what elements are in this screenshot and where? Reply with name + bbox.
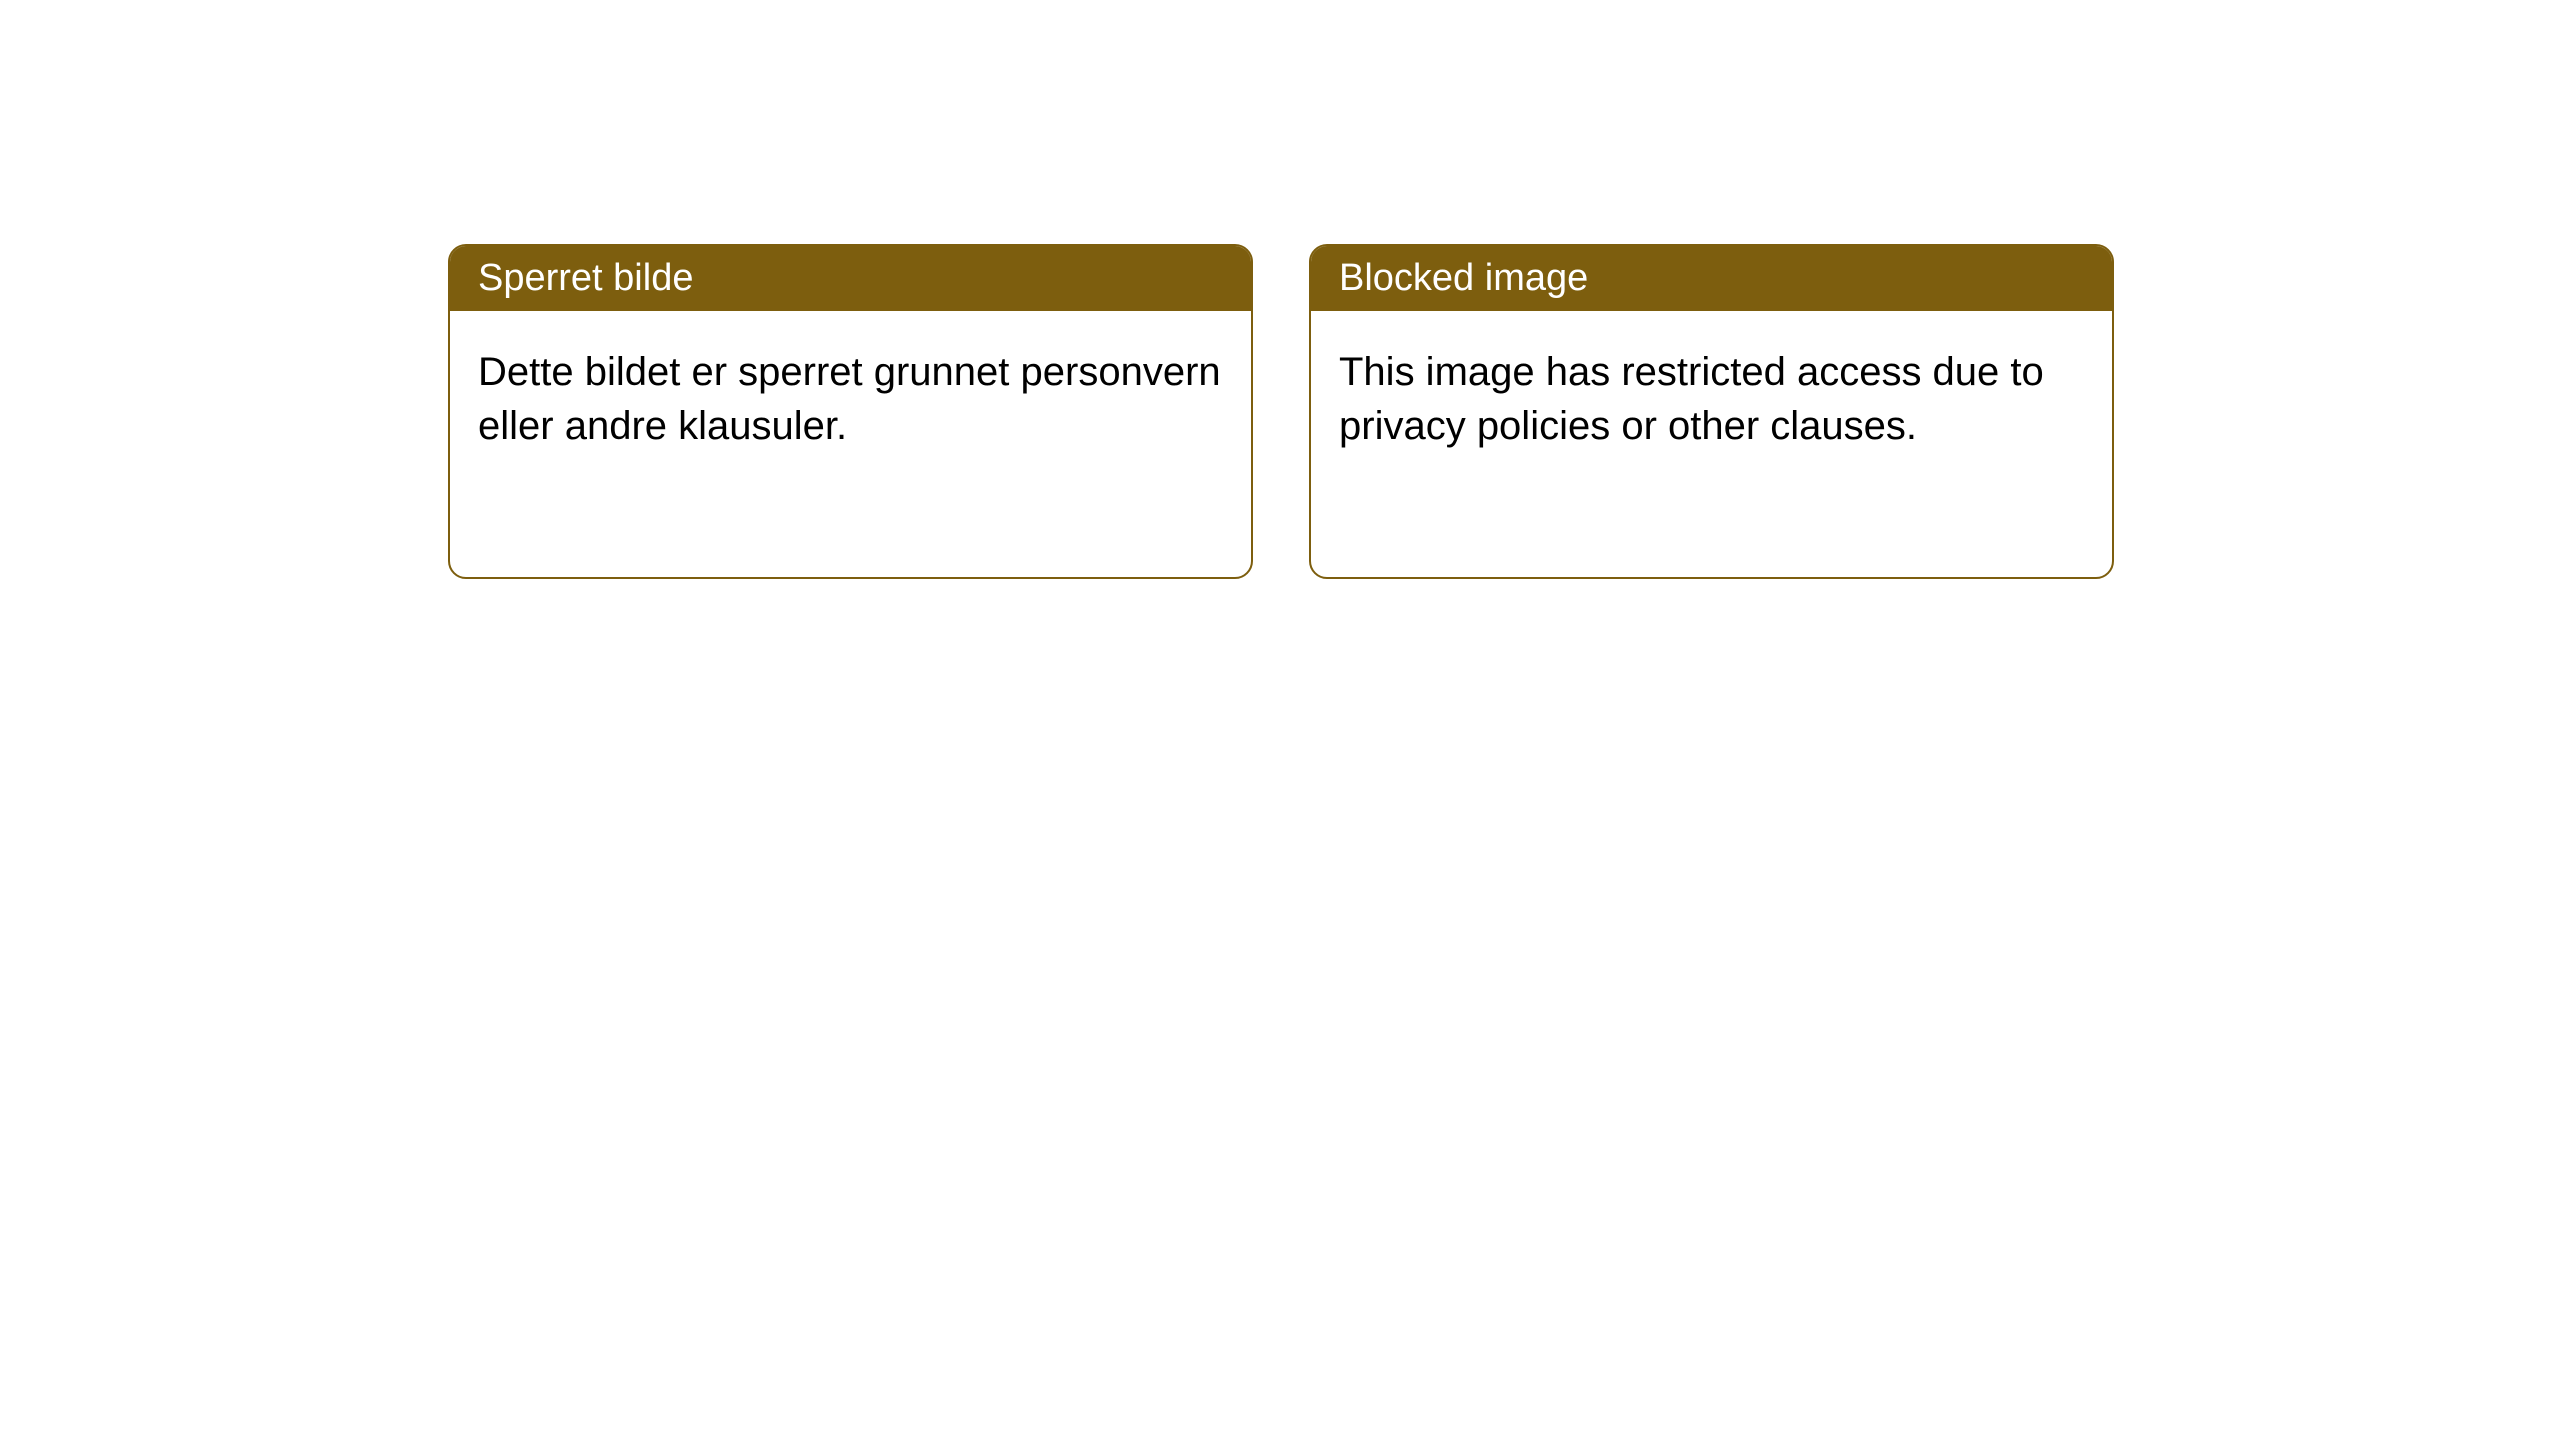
notice-container: Sperret bilde Dette bildet er sperret gr… (0, 0, 2560, 579)
notice-body-no: Dette bildet er sperret grunnet personve… (450, 311, 1251, 487)
notice-card-en: Blocked image This image has restricted … (1309, 244, 2114, 579)
notice-body-en: This image has restricted access due to … (1311, 311, 2112, 487)
notice-header-no: Sperret bilde (450, 246, 1251, 311)
notice-header-en: Blocked image (1311, 246, 2112, 311)
notice-card-no: Sperret bilde Dette bildet er sperret gr… (448, 244, 1253, 579)
